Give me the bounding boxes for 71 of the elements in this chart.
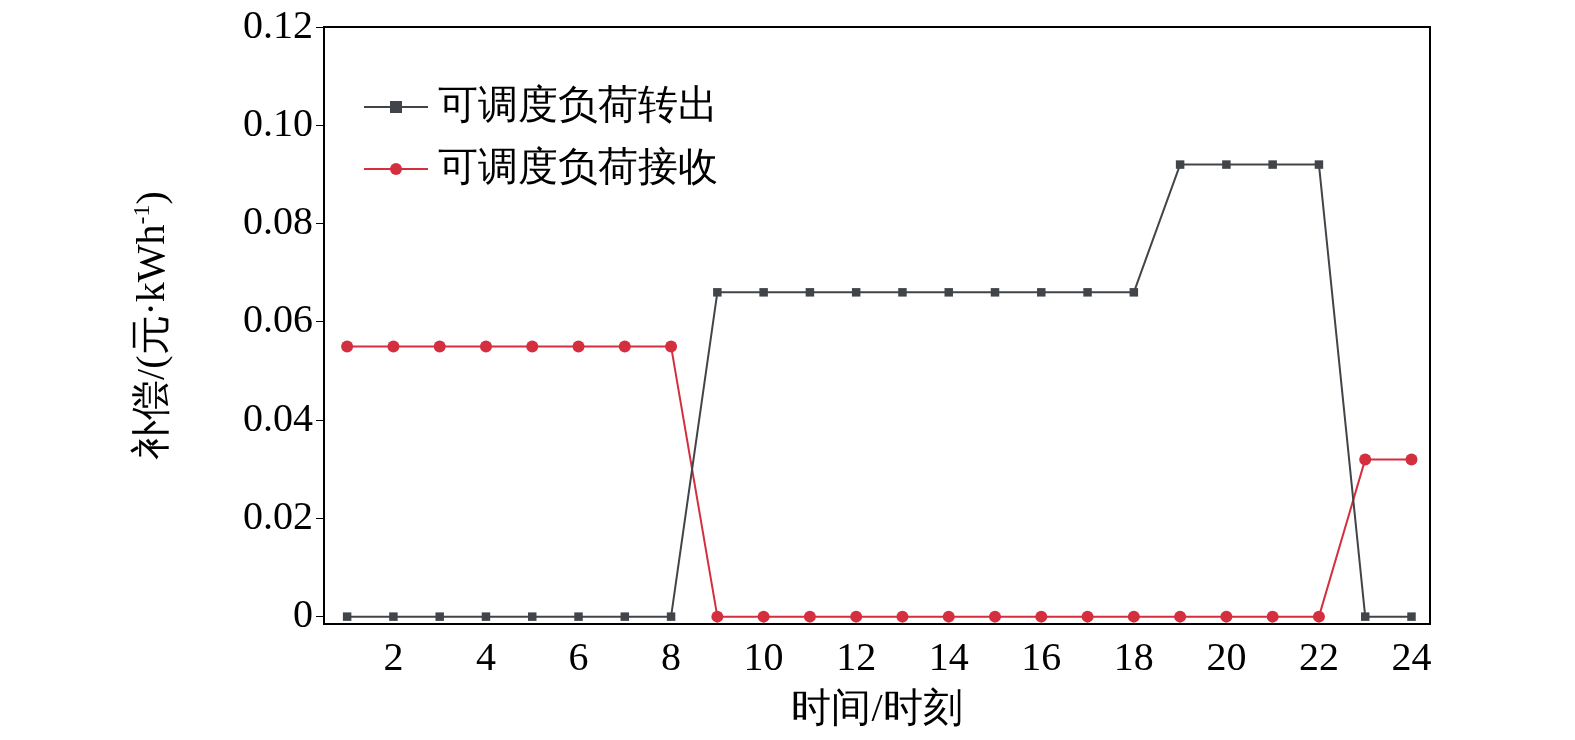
x-tick-label: 14	[928, 633, 969, 679]
y-tick-label: 0.02	[243, 492, 313, 538]
point	[1312, 610, 1325, 623]
legend-label: 可调度负荷接收	[438, 143, 718, 189]
point	[711, 610, 724, 623]
point	[1127, 610, 1140, 623]
point	[1405, 453, 1418, 466]
x-tick-label: 22	[1298, 633, 1339, 679]
x-tick-label: 18	[1113, 633, 1154, 679]
point	[1035, 610, 1048, 623]
point	[1081, 610, 1094, 623]
point	[526, 340, 539, 353]
point	[387, 340, 400, 353]
point	[990, 288, 1000, 297]
y-tick-label: 0.12	[243, 1, 313, 47]
point	[1268, 160, 1277, 169]
point	[528, 612, 537, 621]
y-tick-label: 0.08	[243, 198, 313, 244]
point	[896, 610, 909, 623]
point	[342, 612, 352, 621]
x-tick-label: 10	[743, 633, 784, 679]
point	[1037, 288, 1046, 297]
point	[898, 288, 907, 297]
point	[620, 612, 630, 621]
legend-label: 可调度负荷转出	[438, 81, 718, 127]
point	[805, 288, 815, 297]
x-axis-title: 时间/时刻	[791, 684, 963, 730]
point	[1407, 612, 1416, 621]
x-tick-label: 24	[1391, 633, 1432, 679]
point	[1314, 160, 1324, 169]
point	[574, 612, 583, 621]
y-tick-label: 0	[293, 591, 313, 637]
y-tick-label: 0.04	[243, 394, 313, 440]
point	[759, 288, 768, 297]
point	[572, 340, 585, 353]
point	[1083, 288, 1092, 297]
point	[989, 610, 1001, 623]
point	[851, 288, 861, 297]
point	[1129, 288, 1139, 297]
x-tick-label: 20	[1206, 633, 1247, 679]
x-tick-label: 4	[475, 633, 496, 679]
point	[435, 612, 444, 621]
point	[1222, 160, 1231, 169]
point	[1220, 610, 1233, 623]
point	[665, 340, 678, 353]
x-tick-label: 2	[383, 633, 404, 679]
point	[1359, 453, 1372, 466]
y-axis-title: 补偿/(元·kWh-1)	[127, 191, 173, 460]
point	[618, 340, 631, 353]
x-tick-label: 12	[836, 633, 877, 679]
point	[944, 288, 953, 297]
y-tick-label: 0.10	[243, 99, 313, 145]
point	[1174, 610, 1187, 623]
point	[389, 612, 398, 621]
point	[1266, 610, 1279, 623]
x-tick-label: 6	[568, 633, 589, 679]
point	[713, 288, 722, 297]
point	[433, 340, 446, 353]
point	[479, 340, 492, 353]
point	[803, 610, 816, 623]
point	[666, 612, 676, 621]
point	[942, 610, 955, 623]
point	[1360, 612, 1370, 621]
point	[1175, 160, 1185, 169]
point	[481, 612, 491, 621]
point	[850, 610, 863, 623]
x-tick-label: 16	[1021, 633, 1062, 679]
point	[757, 610, 770, 623]
x-tick-label: 8	[661, 633, 682, 679]
y-tick-label: 0.06	[243, 296, 313, 342]
point	[341, 340, 354, 353]
